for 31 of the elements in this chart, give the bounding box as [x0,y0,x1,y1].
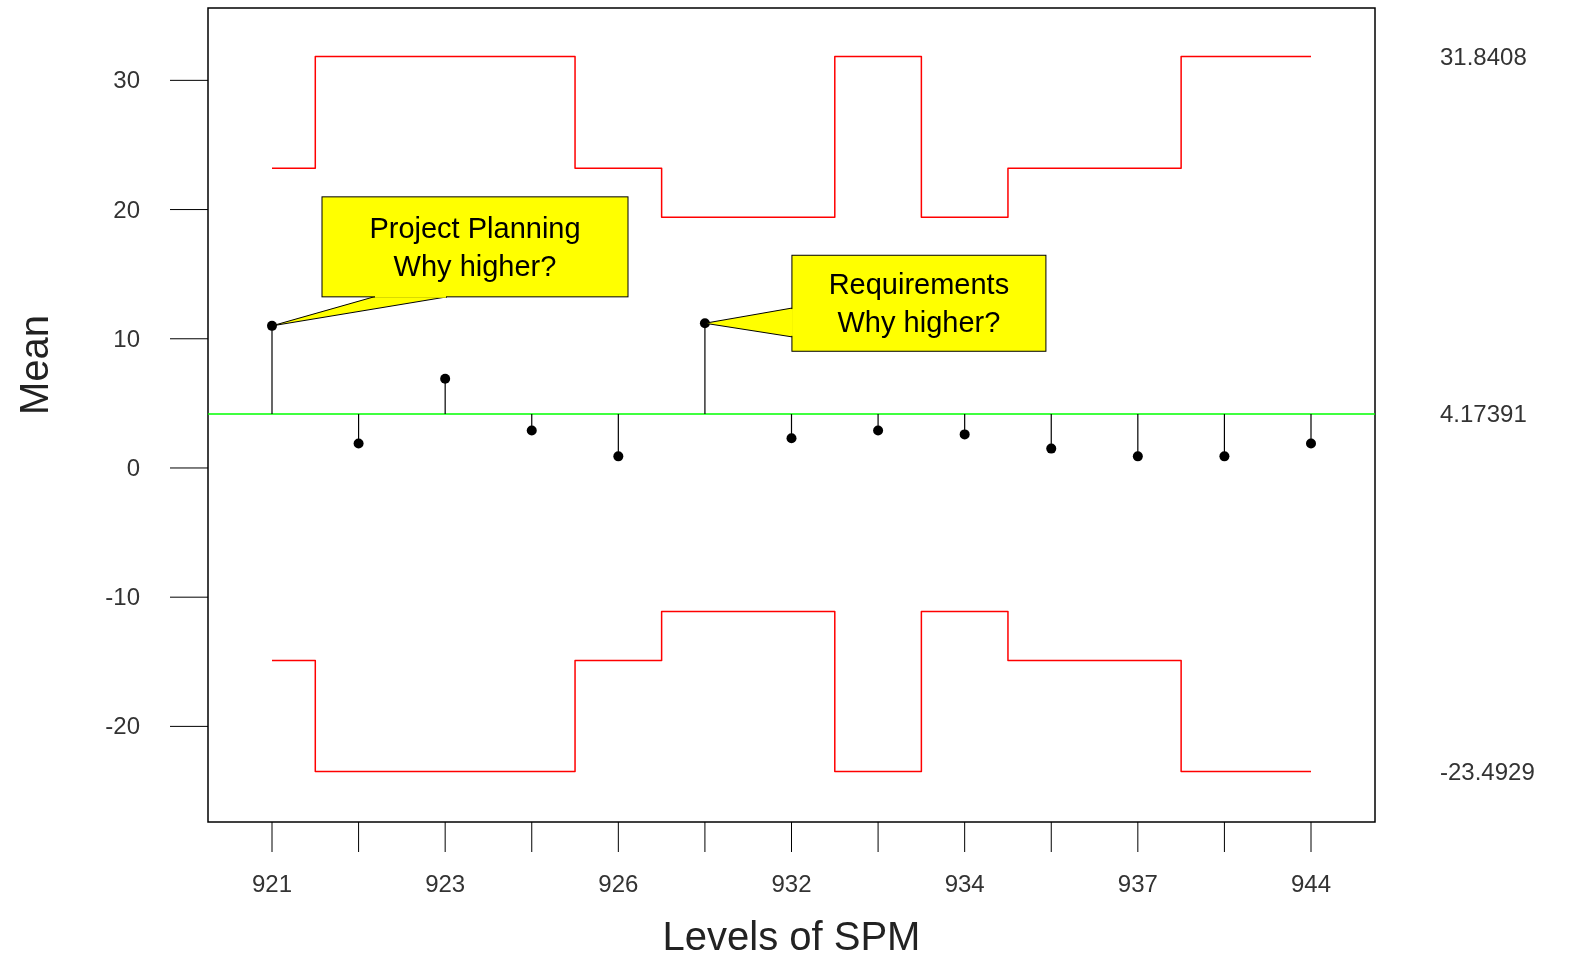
y-tick-label: 0 [126,453,140,481]
x-tick-label: 944 [1290,870,1332,897]
y-tick-label: -20 [105,712,140,740]
x-tick-label: 934 [944,870,985,897]
x-tick-label: 926 [598,870,639,897]
point [440,373,451,384]
point [786,433,797,444]
point [1132,451,1143,462]
x-tick-label: 937 [1117,870,1158,897]
point [959,429,970,440]
y2-tick-label: 31.8408 [1440,42,1527,70]
x-tick-label: 923 [425,870,466,897]
y-tick-label: 10 [113,324,140,352]
x-tick-label: 932 [771,870,812,897]
y2-tick-label: -23.4929 [1440,757,1535,785]
annotation: Project Planning Why higher? [369,211,581,282]
point [526,425,537,436]
point [1046,443,1057,454]
y-tick-label: 20 [113,195,140,223]
y-tick-label: 30 [113,66,140,94]
point [1306,438,1316,449]
y-tick-label: -10 [105,583,140,611]
point [613,451,624,462]
point [353,438,364,449]
y-axis-title: Mean [12,314,56,416]
x-tick-label: 921 [251,870,293,897]
x-axis-title: Levels of SPM [662,914,921,958]
point [873,425,884,436]
annotation: Requirements Why higher? [828,268,1010,339]
y2-tick-label: 4.17391 [1440,400,1527,428]
point [1219,451,1230,462]
